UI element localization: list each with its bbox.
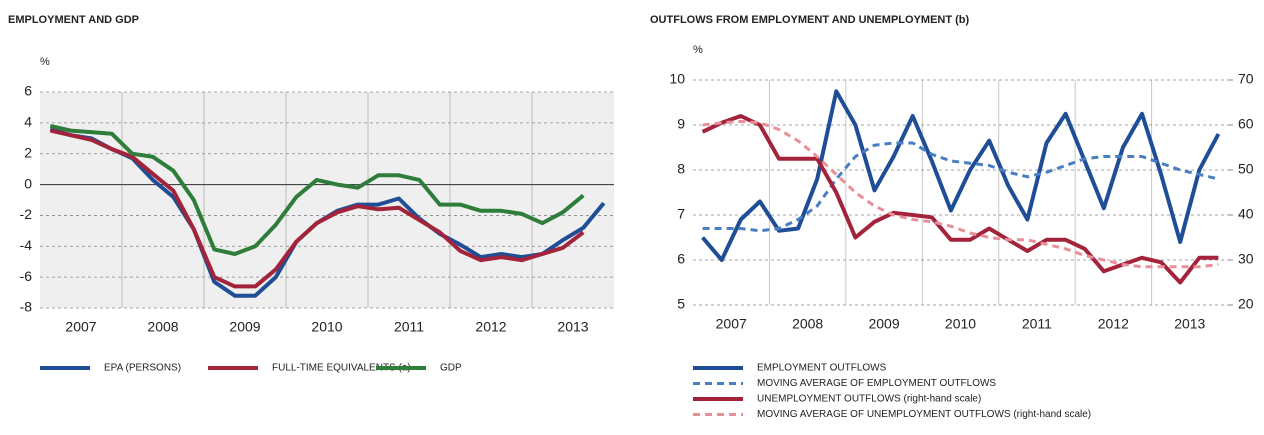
y-tick-label: 8 [677,161,685,177]
x-tick-label: 2009 [868,316,899,332]
y2-tick-label: 30 [1238,251,1254,267]
y-tick-label: 6 [677,251,685,267]
legend-label: MOVING AVERAGE OF UNEMPLOYMENT OUTFLOWS … [757,409,1091,420]
legend-label: EMPLOYMENT OUTFLOWS [757,363,887,374]
legend-label: UNEMPLOYMENT OUTFLOWS (right-hand scale) [757,394,981,405]
legend-label: MOVING AVERAGE OF EMPLOYMENT OUTFLOWS [757,378,996,389]
series-line [701,114,1219,285]
chart-title: OUTFLOWS FROM EMPLOYMENT AND UNEMPLOYMEN… [650,14,970,26]
legend-label: GDP [440,363,462,374]
x-tick-label: 2013 [557,319,588,335]
series-line [49,123,585,256]
chart-title: EMPLOYMENT AND GDP [8,14,139,26]
x-tick-label: 2011 [1022,316,1052,332]
series-line [49,128,585,289]
y-tick-label: 0 [24,175,32,191]
x-tick-label: 2008 [792,316,823,332]
y2-tick-label: 50 [1238,161,1254,177]
y-tick-label: 5 [677,296,685,312]
y-tick-label: 7 [677,206,685,222]
y-tick-label: -8 [20,299,33,315]
x-tick-label: 2011 [394,319,424,335]
legend-label: EPA (PERSONS) [104,363,181,374]
y2-tick-label: 20 [1238,296,1254,312]
y-tick-label: 6 [24,83,32,99]
plot-background [40,92,614,308]
x-tick-label: 2012 [475,319,506,335]
y-axis-label: % [693,44,703,56]
legend-label: FULL-TIME EQUIVALENTS (a) [272,363,411,374]
series-line [702,141,1219,233]
y-tick-label: 4 [24,114,32,130]
x-tick-label: 2009 [229,319,260,335]
x-tick-label: 2013 [1174,316,1205,332]
y-tick-label: -2 [20,206,33,222]
y-tick-label: 2 [24,144,32,160]
y2-tick-label: 70 [1238,71,1254,87]
y-tick-label: 9 [677,116,685,132]
y2-tick-label: 60 [1238,116,1254,132]
x-tick-label: 2010 [945,316,976,332]
y-tick-label: 10 [669,71,685,87]
y-axis-label: % [40,56,50,68]
x-tick-label: 2007 [65,319,96,335]
y-tick-label: -6 [20,268,33,284]
x-tick-label: 2008 [147,319,178,335]
y-tick-label: -4 [20,237,33,253]
series-line [702,119,1219,269]
series-line [701,89,1221,262]
x-tick-label: 2012 [1098,316,1129,332]
x-tick-label: 2007 [716,316,747,332]
y2-tick-label: 40 [1238,206,1254,222]
x-tick-label: 2010 [311,319,342,335]
